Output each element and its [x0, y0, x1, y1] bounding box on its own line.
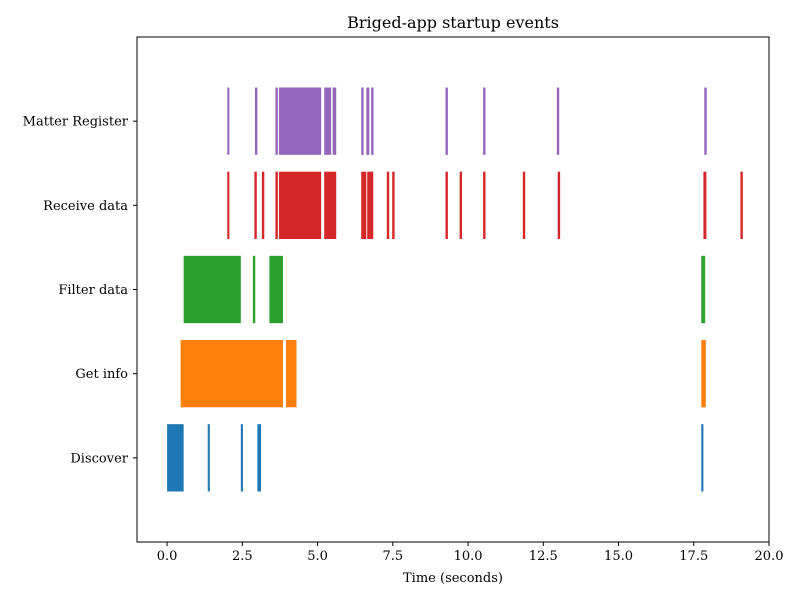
x-tick-label: 5.0 — [307, 549, 328, 564]
x-tick-label: 7.5 — [382, 549, 403, 564]
x-tick-label: 17.5 — [679, 549, 708, 564]
x-tick-label: 12.5 — [529, 549, 558, 564]
event-bar-matter-register-0 — [227, 87, 230, 155]
event-bar-receive-data-14 — [557, 171, 561, 239]
event-bar-receive-data-4 — [279, 171, 322, 239]
event-bar-matter-register-11 — [556, 87, 560, 155]
x-tick-label: 0.0 — [157, 549, 178, 564]
event-bar-discover-3 — [257, 424, 261, 492]
event-bar-matter-register-12 — [704, 87, 707, 155]
x-axis: 0.0 2.5 5.0 7.5 10.0 12.5 15.0 17.5 20.0 — [157, 542, 784, 564]
event-bar-matter-register-2 — [275, 87, 278, 155]
x-tick-label: 2.5 — [232, 549, 253, 564]
event-bar-receive-data-7 — [367, 171, 374, 239]
event-bar-receive-data-13 — [522, 171, 526, 239]
event-bar-matter-register-7 — [366, 87, 370, 155]
event-bar-matter-register-3 — [279, 87, 322, 155]
x-tick-label: 20.0 — [755, 549, 784, 564]
y-tick-label: Get info — [75, 367, 128, 382]
event-bar-receive-data-10 — [445, 171, 448, 239]
event-bar-matter-register-8 — [371, 87, 374, 155]
event-bar-matter-register-1 — [254, 87, 258, 155]
event-bar-get-info-0 — [180, 340, 283, 408]
event-bar-receive-data-0 — [227, 171, 230, 239]
event-bar-receive-data-2 — [261, 171, 265, 239]
event-bar-matter-register-9 — [445, 87, 448, 155]
y-tick-label: Receive data — [43, 199, 128, 214]
event-bar-receive-data-12 — [483, 171, 486, 239]
event-bar-receive-data-6 — [361, 171, 367, 239]
event-bar-receive-data-15 — [703, 171, 707, 239]
event-bar-discover-4 — [701, 424, 704, 492]
event-bar-receive-data-1 — [254, 171, 257, 239]
event-bar-get-info-2 — [701, 340, 706, 408]
event-bar-receive-data-5 — [324, 171, 337, 239]
y-axis: Discover Get info Filter data Receive data M… — [23, 115, 137, 466]
y-tick-label: Discover — [70, 451, 128, 466]
event-bar-matter-register-10 — [483, 87, 486, 155]
event-bar-matter-register-5 — [332, 87, 337, 155]
event-bar-filter-data-2 — [269, 255, 283, 324]
event-bar-receive-data-3 — [275, 171, 278, 239]
event-bar-filter-data-1 — [252, 255, 256, 324]
x-tick-label: 10.0 — [454, 549, 483, 564]
event-bar-filter-data-0 — [183, 255, 241, 324]
event-bar-discover-1 — [207, 424, 210, 492]
event-bar-filter-data-3 — [701, 255, 706, 324]
x-tick-label: 15.0 — [604, 549, 633, 564]
event-bar-discover-0 — [167, 424, 184, 492]
event-bar-matter-register-4 — [324, 87, 332, 155]
plot-area — [167, 87, 743, 492]
x-axis-label: Time (seconds) — [403, 571, 503, 586]
event-bar-receive-data-9 — [392, 171, 395, 239]
event-bar-discover-2 — [240, 424, 243, 492]
event-bar-receive-data-8 — [386, 171, 390, 239]
y-tick-label: Matter Register — [23, 115, 129, 130]
y-tick-label: Filter data — [58, 283, 128, 298]
event-bar-get-info-1 — [285, 340, 297, 408]
event-bar-matter-register-6 — [361, 87, 364, 155]
event-bar-receive-data-16 — [740, 171, 743, 239]
event-bar-receive-data-11 — [459, 171, 463, 239]
chart-title: Briged-app startup events — [347, 13, 559, 32]
